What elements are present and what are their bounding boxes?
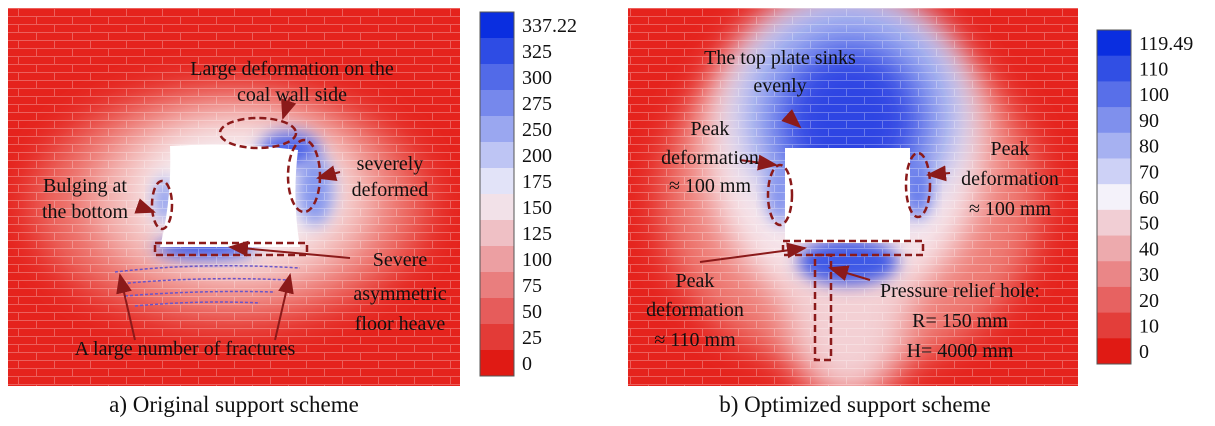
colorbar-label: 50 <box>1139 213 1159 235</box>
colorbar-label: 150 <box>522 197 552 219</box>
colorbar-label: 50 <box>522 301 542 323</box>
colorbar-label: 119.49 <box>1139 33 1193 55</box>
colorbar-segment <box>480 194 514 221</box>
colorbar-label: 80 <box>1139 136 1159 158</box>
annotation: deformation <box>661 147 759 169</box>
colorbar-segment <box>1097 338 1131 364</box>
colorbar-segment <box>480 168 514 195</box>
colorbar-label: 325 <box>522 41 552 63</box>
annotation: the bottom <box>42 201 129 223</box>
colorbar-label: 20 <box>1139 290 1159 312</box>
colorbar-segment <box>480 220 514 247</box>
annotation: Peak <box>676 270 715 292</box>
colorbar-segment <box>480 350 514 377</box>
colorbar-segment <box>480 90 514 117</box>
colorbar-segment <box>1097 81 1131 107</box>
colorbar-label: 90 <box>1139 110 1159 132</box>
colorbar-segment <box>480 324 514 351</box>
colorbar-label: 0 <box>522 353 532 375</box>
annotation: deformed <box>352 179 429 201</box>
caption: a) Original support scheme <box>109 392 359 417</box>
colorbar-label: 300 <box>522 67 552 89</box>
colorbar-label: 70 <box>1139 161 1159 183</box>
colorbar-segment <box>480 64 514 91</box>
colorbar-segment <box>1097 313 1131 339</box>
annotation: asymmetric <box>353 283 446 305</box>
annotation: H= 4000 mm <box>907 340 1014 362</box>
colorbar-segment <box>1097 158 1131 184</box>
colorbar-segment <box>1097 236 1131 262</box>
colorbar-segment <box>480 142 514 169</box>
colorbar-label: 75 <box>522 275 542 297</box>
colorbar-label: 125 <box>522 223 552 245</box>
annotation: ≈ 110 mm <box>654 329 736 351</box>
annotation: coal wall side <box>237 84 347 106</box>
colorbar-label: 100 <box>522 249 552 271</box>
annotation: ≈ 100 mm <box>969 198 1052 220</box>
colorbar-segment <box>1097 107 1131 133</box>
colorbar-label: 30 <box>1139 264 1159 286</box>
annotation: deformation <box>646 299 744 321</box>
colorbar-label: 40 <box>1139 238 1159 260</box>
colorbar-label: 110 <box>1139 59 1168 81</box>
annotation: Pressure relief hole: <box>880 280 1040 302</box>
colorbar-segment <box>1097 133 1131 159</box>
colorbar-segment <box>1097 56 1131 82</box>
colorbar-label: 200 <box>522 145 552 167</box>
colorbar-segment <box>480 246 514 273</box>
annotation: Bulging at <box>43 175 127 197</box>
colorbar-segment <box>1097 30 1131 56</box>
annotation: ≈ 100 mm <box>669 175 752 197</box>
colorbar-segment <box>480 272 514 299</box>
annotation: The top plate sinks <box>704 47 856 69</box>
annotation: Peak <box>991 138 1030 160</box>
colorbar-segment <box>480 116 514 143</box>
colorbar-label: 175 <box>522 171 552 193</box>
colorbar-segment <box>480 298 514 325</box>
colorbar-label: 0 <box>1139 341 1149 363</box>
colorbar-label: 25 <box>522 327 542 349</box>
annotation: evenly <box>753 75 806 97</box>
annotation: Large deformation on the <box>190 58 394 80</box>
colorbar-segment <box>1097 184 1131 210</box>
colorbar-segment <box>480 38 514 65</box>
colorbar-segment <box>480 12 514 39</box>
figure: Large deformation on the coal wall side … <box>0 0 1215 421</box>
colorbar-label: 60 <box>1139 187 1159 209</box>
annotation: Severe <box>373 249 428 271</box>
annotation: A large number of fractures <box>75 338 296 360</box>
colorbar-label: 10 <box>1139 315 1159 337</box>
colorbar-segment <box>1097 287 1131 313</box>
colorbar-label: 250 <box>522 119 552 141</box>
caption: b) Optimized support scheme <box>719 392 990 417</box>
annotation: deformation <box>961 168 1059 190</box>
colorbar-segment <box>1097 261 1131 287</box>
colorbar-segment <box>1097 210 1131 236</box>
colorbar-label: 100 <box>1139 84 1169 106</box>
annotation: floor heave <box>355 313 446 335</box>
annotation: R= 150 mm <box>912 310 1008 332</box>
colorbar-label: 337.22 <box>522 15 577 37</box>
annotation: Peak <box>691 118 730 140</box>
annotation: severely <box>357 153 424 175</box>
colorbar-label: 275 <box>522 93 552 115</box>
